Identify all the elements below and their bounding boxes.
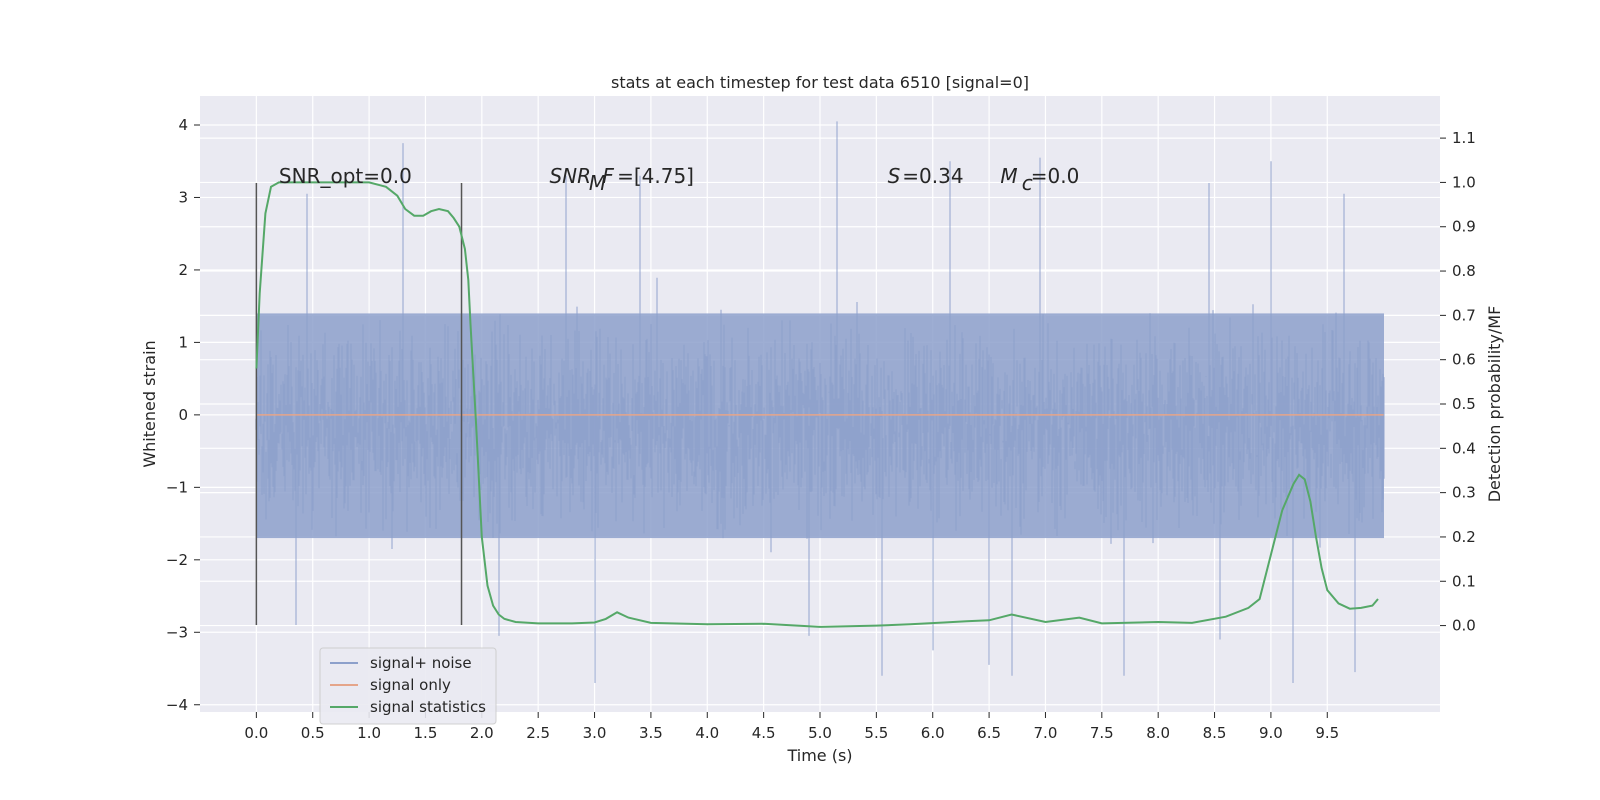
x-tick-label: 7.0: [1034, 724, 1058, 742]
annotation-s-sym: S: [888, 164, 901, 188]
y-tick-label: −1: [166, 478, 188, 496]
y2-tick-label: 0.1: [1452, 572, 1476, 590]
x-tick-label: 5.5: [864, 724, 888, 742]
annotation-mc-sym: M: [1000, 164, 1017, 188]
x-tick-label: 9.5: [1315, 724, 1339, 742]
annotation-mc-val: =0.0: [1031, 164, 1080, 188]
y2-tick-label: 0.9: [1452, 218, 1476, 236]
y2-axis-label: Detection probability/MF: [1485, 306, 1504, 503]
x-tick-label: 4.0: [695, 724, 719, 742]
y-tick-label: 4: [178, 116, 188, 134]
annotation-snr-opt: SNR_opt=0.0: [279, 164, 412, 188]
x-tick-label: 6.0: [921, 724, 945, 742]
y-tick-label: 0: [178, 406, 188, 424]
annotation-snr-mf-val: =[4.75]: [617, 164, 694, 188]
x-tick-label: 6.5: [977, 724, 1001, 742]
y2-tick-label: 0.3: [1452, 484, 1476, 502]
annotation-mc-sub: c: [1022, 171, 1033, 195]
x-tick-label: 3.5: [639, 724, 663, 742]
annotation-s-val: =0.34: [902, 164, 963, 188]
annotation-snr-mf-f: F: [602, 164, 614, 188]
y2-tick-label: 0.7: [1452, 306, 1476, 324]
y-tick-label: 3: [178, 188, 188, 206]
signal-statistics-line: [255, 181, 1379, 628]
y-axis-label: Whitened strain: [140, 340, 159, 467]
legend: signal+ noise signal only signal statist…: [319, 647, 497, 725]
x-tick-label: 2.0: [470, 724, 494, 742]
x-tick-label: 4.5: [752, 724, 776, 742]
x-tick-label: 0.5: [301, 724, 325, 742]
y2-tick-label: 0.6: [1452, 351, 1476, 369]
x-tick-label: 8.5: [1203, 724, 1227, 742]
y-tick-label: −2: [166, 551, 188, 569]
x-axis-ticks: 0.0 0.5 1.0 1.5 2.0 2.5 3.0 3.5 4.0 4.5 5.0 5.5 6.0 6…: [244, 712, 1339, 742]
chart-title: stats at each timestep for test data 651…: [611, 73, 1029, 92]
y2-tick-label: 0.8: [1452, 262, 1476, 280]
x-tick-label: 2.5: [526, 724, 550, 742]
y2-tick-label: 0.2: [1452, 528, 1476, 546]
y2-tick-label: 0.4: [1452, 439, 1476, 457]
x-tick-label: 3.0: [583, 724, 607, 742]
legend-label-signal-only: signal only: [370, 676, 451, 694]
x-axis-label: Time (s): [786, 746, 852, 765]
x-tick-label: 1.5: [414, 724, 438, 742]
y2-tick-label: 0.5: [1452, 395, 1476, 413]
y2-tick-label: 1.1: [1452, 129, 1476, 147]
x-tick-label: 1.0: [357, 724, 381, 742]
signal-noise-series: [255, 121, 1385, 683]
x-tick-label: 8.0: [1146, 724, 1170, 742]
y-tick-label: 2: [178, 261, 188, 279]
x-tick-label: 0.0: [244, 724, 268, 742]
y2-tick-label: 1.0: [1452, 173, 1476, 191]
x-tick-label: 7.5: [1090, 724, 1114, 742]
annotation-snr-mf-sym: SNR: [549, 164, 591, 188]
y-axis-ticks: 4 3 2 1 0 −1 −2 −3 −4: [166, 116, 200, 714]
y-tick-label: 1: [178, 333, 188, 351]
x-tick-label: 9.0: [1259, 724, 1283, 742]
annotation-snr-mf-sub: M: [589, 171, 606, 195]
x-tick-label: 5.0: [808, 724, 832, 742]
y-tick-label: −4: [166, 696, 188, 714]
legend-label-signal-statistics: signal statistics: [370, 698, 486, 716]
legend-label-signal-noise: signal+ noise: [370, 654, 472, 672]
legend-box: [319, 647, 497, 725]
window-boundary-lines: [255, 182, 463, 626]
noise-core-band: [256, 313, 1384, 539]
y2-tick-label: 0.0: [1452, 617, 1476, 635]
y-tick-label: −3: [166, 623, 188, 641]
y2-axis-ticks: 1.1 1.0 0.9 0.8 0.7 0.6 0.5 0.4 0.3 0.2 0.1 0.0: [1440, 129, 1476, 635]
